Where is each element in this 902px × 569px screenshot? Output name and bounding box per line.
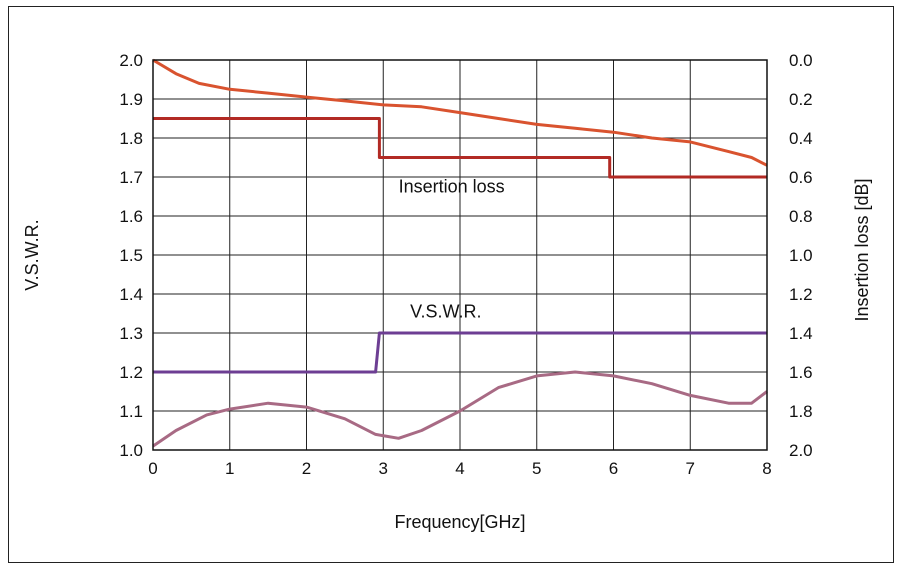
series-line-2 — [152, 58, 768, 167]
y-right-tick-label: 0.8 — [789, 207, 813, 226]
y-right-tick-label: 0.0 — [789, 51, 813, 70]
y-left-tick-label: 1.0 — [119, 441, 143, 460]
y-right-tick-label: 1.8 — [789, 402, 813, 421]
x-tick-label: 7 — [686, 459, 695, 478]
y-right-tick-label: 1.4 — [789, 324, 813, 343]
series-line-4 — [152, 370, 768, 448]
y-left-tick-label: 2.0 — [119, 51, 143, 70]
x-tick-label: 2 — [302, 459, 311, 478]
x-axis-label: Frequency[GHz] — [394, 512, 525, 532]
y-right-tick-label: 0.2 — [789, 90, 813, 109]
y-right-tick-labels: 2.0 1.8 1.6 1.4 1.2 1.0 0.8 0.6 0.4 0.2 0.0 — [789, 51, 813, 460]
x-tick-label: 1 — [225, 459, 234, 478]
y-left-tick-label: 1.9 — [119, 90, 143, 109]
y-right-tick-label: 0.4 — [789, 129, 813, 148]
y-right-tick-label: 2.0 — [789, 441, 813, 460]
x-tick-label: 0 — [148, 459, 157, 478]
annotations: Insertion loss V.S.W.R. — [399, 177, 505, 322]
series-line-3 — [153, 331, 767, 374]
annotation-label: Insertion loss — [399, 177, 505, 197]
y-left-tick-label: 1.6 — [119, 207, 143, 226]
y-left-tick-label: 1.2 — [119, 363, 143, 382]
y-left-tick-label: 1.1 — [119, 402, 143, 421]
y-left-tick-label: 1.5 — [119, 246, 143, 265]
y-right-tick-label: 1.2 — [789, 285, 813, 304]
x-tick-label: 8 — [762, 459, 771, 478]
y-left-axis-label: V.S.W.R. — [22, 219, 42, 290]
y-left-tick-labels: 1.0 1.1 1.2 1.3 1.4 1.5 1.6 1.7 1.8 1.9 2.0 — [119, 51, 143, 460]
x-tick-label: 4 — [455, 459, 464, 478]
y-left-tick-label: 1.4 — [119, 285, 143, 304]
series-line-1 — [153, 117, 767, 179]
series-lines — [152, 58, 768, 448]
annotation-label: V.S.W.R. — [410, 301, 481, 321]
x-tick-labels: 0 1 2 3 4 5 6 7 8 — [148, 459, 771, 478]
x-tick-label: 3 — [379, 459, 388, 478]
y-left-tick-label: 1.8 — [119, 129, 143, 148]
y-right-tick-label: 0.6 — [789, 168, 813, 187]
x-tick-label: 6 — [609, 459, 618, 478]
y-right-tick-label: 1.0 — [789, 246, 813, 265]
y-left-tick-label: 1.3 — [119, 324, 143, 343]
y-right-axis-label: Insertion loss [dB] — [852, 178, 872, 321]
y-left-tick-label: 1.7 — [119, 168, 143, 187]
y-right-tick-label: 1.6 — [789, 363, 813, 382]
x-tick-label: 5 — [532, 459, 541, 478]
plot-border — [152, 59, 768, 451]
